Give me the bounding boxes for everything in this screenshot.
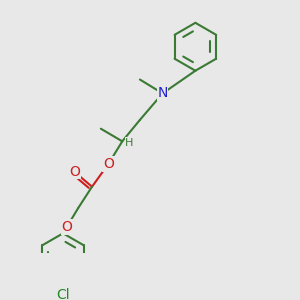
Text: N: N: [158, 86, 168, 100]
Text: H: H: [125, 138, 134, 148]
Text: O: O: [70, 165, 81, 178]
Text: O: O: [103, 157, 114, 171]
Text: O: O: [61, 220, 72, 234]
Text: Cl: Cl: [56, 288, 70, 300]
